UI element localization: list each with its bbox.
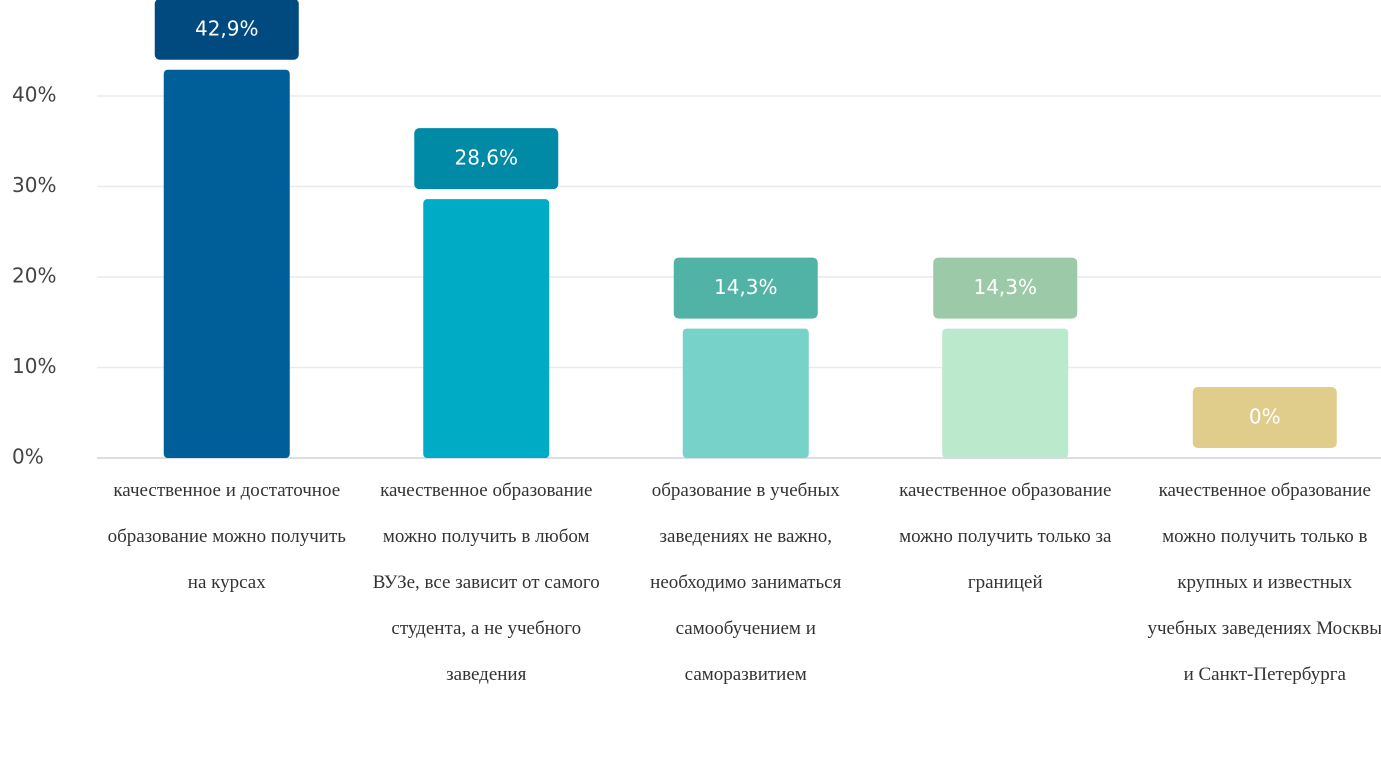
value-label-box <box>933 257 1078 319</box>
bar <box>423 199 550 459</box>
x-tick-label: качественное образование можно получить … <box>1147 480 1381 685</box>
y-tick-label: 40% <box>12 83 56 107</box>
bar <box>682 328 809 458</box>
y-tick-label: 0% <box>12 445 44 469</box>
y-tick-label: 30% <box>12 173 56 197</box>
y-tick-label: 10% <box>12 354 56 378</box>
value-label: 28,6% <box>454 146 518 170</box>
value-label-box <box>1192 387 1337 448</box>
value-label: 14,3% <box>714 275 778 299</box>
y-tick-label: 20% <box>12 264 56 288</box>
x-tick-label: качественное и достаточное образование м… <box>107 480 346 593</box>
value-label-box <box>154 0 299 60</box>
value-label-box <box>414 128 559 190</box>
value-label-box <box>673 257 818 319</box>
x-tick-label: качественное образование можно получить … <box>372 480 600 685</box>
bar <box>163 69 290 458</box>
x-tick-label: качественное образование можно получить … <box>899 480 1112 593</box>
value-label: 14,3% <box>973 275 1037 299</box>
value-label: 42,9% <box>195 16 259 40</box>
value-label: 0% <box>1249 405 1281 429</box>
bar <box>942 328 1069 458</box>
x-tick-label: образование в учебных заведениях не важн… <box>650 480 842 685</box>
